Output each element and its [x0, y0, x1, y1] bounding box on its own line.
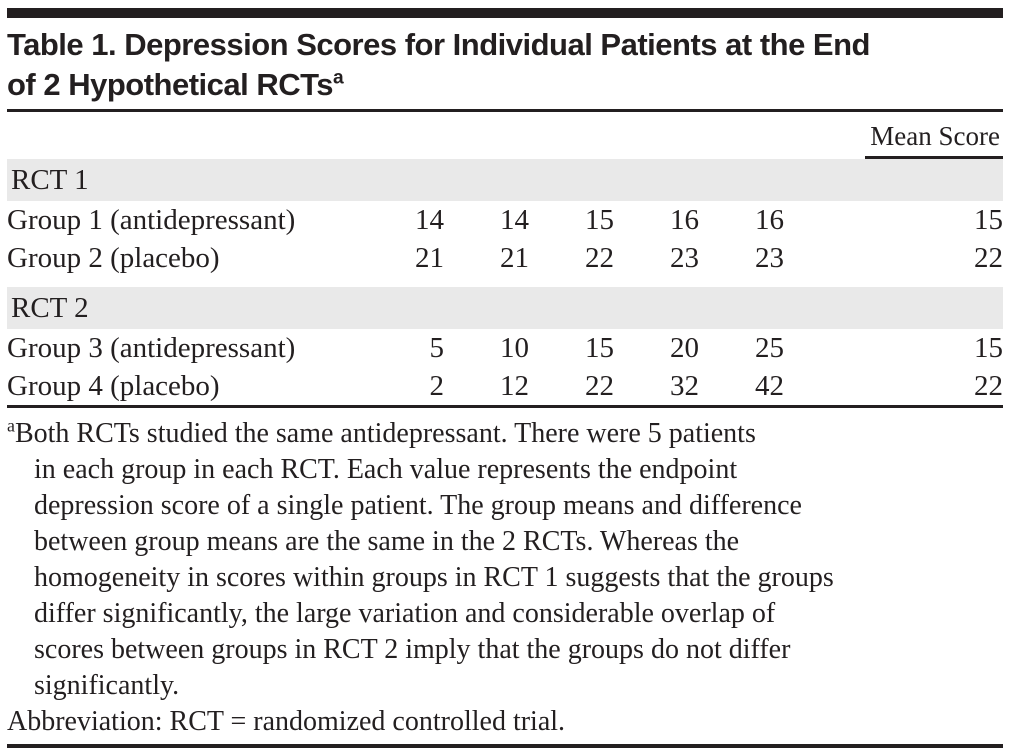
score-cell: 32 [670, 369, 699, 402]
score-cell: 10 [500, 331, 529, 364]
title-footnote-marker: a [333, 67, 344, 89]
score-cell: 12 [500, 369, 529, 402]
score-cell: 14 [500, 203, 529, 236]
group-label-cell: Group 1 (antidepressant) [7, 203, 296, 236]
footnote-line: homogeneity in scores within groups in R… [34, 562, 834, 593]
footnote-line: significantly. [34, 670, 180, 701]
footnote-line: differ significantly, the large variatio… [34, 598, 776, 629]
footnote-line: between group means are the same in the … [34, 526, 740, 557]
table-row-group3: Group 3 (antidepressant) 5 10 15 20 25 1… [7, 329, 1003, 367]
score-cell: 14 [415, 203, 444, 236]
group-label-cell: Group 2 (placebo) [7, 241, 220, 274]
score-cell: 23 [670, 241, 699, 274]
table-column-header-row: Mean Score [7, 112, 1003, 159]
table-row-group4: Group 4 (placebo) 2 12 22 32 42 22 [7, 367, 1003, 405]
score-cell: 25 [755, 331, 784, 364]
footnote-marker: a [7, 415, 15, 436]
score-cell: 5 [429, 331, 445, 364]
section-spacer-row [7, 277, 1003, 287]
footnote-line: aBoth RCTs studied the same antidepressa… [7, 416, 1003, 452]
score-cell: 2 [429, 369, 445, 402]
score-cell: 21 [500, 241, 529, 274]
table-title-text-line2: of 2 Hypothetical RCTs [7, 67, 334, 102]
section-header-row-rct1: RCT 1 [7, 159, 1003, 201]
section-header-row-rct2: RCT 2 [7, 287, 1003, 329]
score-cell: 42 [755, 369, 784, 402]
score-cell: 23 [755, 241, 784, 274]
table-title-line1: Table 1. Depression Scores for Individua… [7, 25, 1003, 65]
score-cell: 15 [585, 331, 614, 364]
score-cell: 16 [670, 203, 699, 236]
score-cell: 22 [585, 369, 614, 402]
depression-scores-table: RCT 1 Group 1 (antidepressant) 14 14 15 … [7, 159, 1003, 405]
table-row-group2: Group 2 (placebo) 21 21 22 23 23 22 [7, 239, 1003, 277]
group-label-cell: Group 4 (placebo) [7, 369, 220, 402]
mean-score-cell: 22 [974, 241, 1003, 274]
footnote-line: scores between groups in RCT 2 imply tha… [34, 634, 791, 665]
section-label-rct2: RCT 2 [7, 287, 1003, 329]
table-title-line2: of 2 Hypothetical RCTsa [7, 65, 1003, 105]
score-cell: 16 [755, 203, 784, 236]
table-footnote-divider-rule [7, 405, 1003, 408]
abbreviation-note: Abbreviation: RCT = randomized controlle… [7, 706, 566, 737]
section-label-rct1: RCT 1 [7, 159, 1003, 201]
score-cell: 22 [585, 241, 614, 274]
mean-score-column-header: Mean Score [865, 120, 1003, 159]
group-label-cell: Group 3 (antidepressant) [7, 331, 296, 364]
score-cell: 21 [415, 241, 444, 274]
score-cell: 15 [585, 203, 614, 236]
footnote-line: depression score of a single patient. Th… [34, 490, 802, 521]
footnote-line: in each group in each RCT. Each value re… [34, 454, 738, 485]
top-rule-bar [7, 8, 1003, 18]
score-cell: 20 [670, 331, 699, 364]
page-title: Table 1. Depression Scores for Individua… [7, 25, 1003, 105]
spacer-cell [7, 277, 1003, 287]
footnote-text: Both RCTs studied the same antidepressan… [14, 418, 756, 449]
mean-score-cell: 15 [974, 203, 1003, 236]
table-title-text-line1: Table 1. Depression Scores for Individua… [7, 27, 870, 62]
mean-score-cell: 22 [974, 369, 1003, 402]
table-footnote: aBoth RCTs studied the same antidepressa… [7, 416, 1003, 740]
bottom-rule-bar [7, 744, 1003, 748]
table-row-group1: Group 1 (antidepressant) 14 14 15 16 16 … [7, 201, 1003, 239]
mean-score-cell: 15 [974, 331, 1003, 364]
title-divider-rule [7, 109, 1003, 112]
